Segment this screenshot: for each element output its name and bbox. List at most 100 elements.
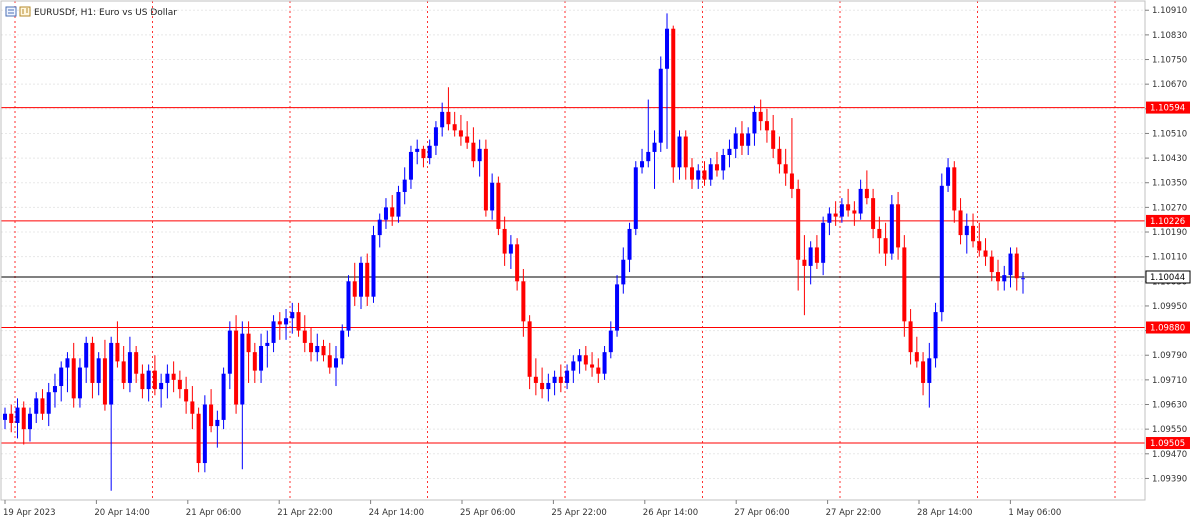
candle (152, 355, 157, 396)
candle (602, 345, 607, 380)
candle-body (3, 413, 7, 420)
candle-body (989, 256, 994, 273)
candle-body (408, 151, 413, 180)
candle-body (771, 130, 776, 149)
candle (971, 213, 976, 248)
candle (102, 339, 107, 411)
candle (902, 235, 907, 337)
candle-body (702, 170, 707, 180)
candle-body (952, 167, 957, 211)
candle-body (633, 167, 638, 229)
candle-body (671, 28, 676, 168)
vertical-grid (14, 1, 1116, 500)
candle-body (127, 352, 132, 383)
candle-body (240, 333, 245, 405)
candle-body (758, 111, 763, 122)
price-tick-label: 1.10350 (1152, 179, 1187, 189)
candle (458, 114, 463, 146)
candle (46, 382, 51, 427)
candle (15, 398, 20, 439)
candle-body (914, 352, 919, 362)
candle-body (783, 164, 788, 174)
candle (71, 342, 76, 408)
candle-body (327, 355, 332, 368)
candle-body (933, 312, 938, 359)
candle-body (415, 148, 420, 152)
time-tick-label: 20 Apr 14:00 (94, 508, 149, 518)
candle (646, 99, 651, 168)
price-tick-label: 1.09950 (1152, 302, 1187, 312)
candle (714, 151, 719, 177)
candle (252, 342, 257, 383)
candle (402, 167, 407, 205)
candle (321, 339, 326, 362)
candle-body (1008, 253, 1013, 276)
candle-body (658, 68, 663, 143)
price-tick-label: 1.10430 (1152, 154, 1187, 164)
candle-body (602, 352, 607, 374)
candle-body (839, 204, 844, 217)
level-price-labels: 1.10594 1.10226 1.09880 1.09505 1.10044 (1145, 101, 1191, 450)
candle (121, 345, 126, 390)
candle-body (502, 228, 507, 254)
candle (40, 389, 45, 420)
candle (796, 179, 801, 291)
time-tick-label: 25 Apr 22:00 (551, 508, 606, 518)
candle (802, 235, 807, 316)
candle (746, 127, 751, 156)
candle (483, 139, 488, 217)
candle (764, 108, 769, 143)
candle-body (621, 259, 626, 285)
candle-body (677, 136, 682, 168)
candle (440, 102, 445, 137)
candle-body (340, 330, 345, 359)
candle-body (565, 370, 570, 383)
candle (296, 302, 301, 337)
candle (814, 235, 819, 269)
candle-body (877, 228, 882, 239)
candle-body (315, 345, 320, 353)
candle-body (290, 312, 295, 319)
candle-body (202, 404, 207, 464)
candle (727, 139, 732, 168)
time-tick-label: 19 Apr 2023 (3, 508, 56, 518)
candle-body (284, 318, 289, 325)
candle (433, 121, 438, 156)
candle (665, 13, 670, 149)
candle (202, 395, 207, 473)
candle (952, 161, 957, 223)
candle-body (521, 281, 526, 322)
candle-body (571, 361, 576, 371)
candle (196, 407, 201, 473)
candle-body (814, 247, 819, 263)
candle (190, 386, 195, 430)
candle-body (396, 191, 401, 217)
candle-body (265, 342, 270, 346)
candle (933, 302, 938, 368)
level-price-badge (1146, 321, 1190, 334)
candle-body (390, 207, 395, 217)
candle (140, 364, 145, 399)
price-tick-label: 1.09550 (1152, 425, 1187, 435)
candle (352, 262, 357, 306)
candle-body (21, 407, 26, 430)
candle (596, 358, 601, 383)
candle (408, 145, 413, 189)
candle-body (334, 358, 339, 368)
candle (996, 259, 1001, 291)
candle (808, 241, 813, 285)
time-tick-label: 1 May 06:00 (1008, 508, 1061, 518)
candle (396, 185, 401, 223)
candle-body (764, 121, 769, 131)
candle-body (196, 413, 201, 464)
price-tick-label: 1.10910 (1152, 6, 1187, 16)
candle-body (84, 342, 89, 368)
candle-body (552, 376, 557, 383)
candle-body (34, 398, 39, 414)
time-axis[interactable]: 19 Apr 2023 20 Apr 14:00 21 Apr 06:00 21 Ap… (3, 500, 1061, 518)
candle-body (646, 151, 651, 162)
candle (346, 275, 351, 337)
candle (327, 342, 332, 374)
candle-body (727, 148, 732, 156)
